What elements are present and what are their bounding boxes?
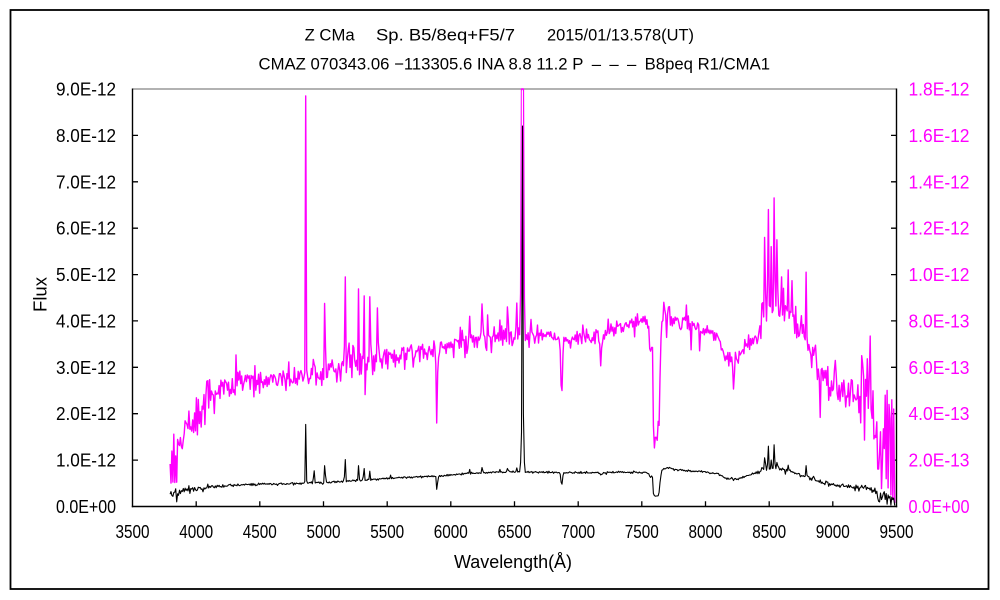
svg-text:5500: 5500 <box>370 522 404 542</box>
svg-text:2.0E-13: 2.0E-13 <box>909 451 970 471</box>
svg-text:0.0E+00: 0.0E+00 <box>909 497 970 517</box>
svg-text:1.0E-12: 1.0E-12 <box>909 265 970 285</box>
svg-text:Flux: Flux <box>31 277 51 312</box>
svg-text:Sp. B5/8eq+F5/7: Sp. B5/8eq+F5/7 <box>376 26 515 44</box>
svg-text:7000: 7000 <box>561 522 595 542</box>
svg-text:4.0E-13: 4.0E-13 <box>909 404 970 424</box>
svg-text:1.6E-12: 1.6E-12 <box>909 126 970 146</box>
svg-text:9500: 9500 <box>880 522 914 542</box>
svg-text:Z CMa: Z CMa <box>305 26 356 44</box>
svg-text:6000: 6000 <box>434 522 468 542</box>
svg-text:4000: 4000 <box>179 522 213 542</box>
svg-text:6.0E-12: 6.0E-12 <box>56 219 116 239</box>
svg-text:1.2E-12: 1.2E-12 <box>909 219 970 239</box>
svg-text:4500: 4500 <box>243 522 277 542</box>
svg-text:1.4E-12: 1.4E-12 <box>909 172 970 192</box>
svg-text:2015/01/13.578(UT): 2015/01/13.578(UT) <box>547 26 694 44</box>
svg-text:0.0E+00: 0.0E+00 <box>56 497 116 517</box>
svg-text:8.0E-13: 8.0E-13 <box>909 311 970 331</box>
svg-text:7500: 7500 <box>625 522 659 542</box>
svg-text:1.8E-12: 1.8E-12 <box>909 80 970 100</box>
svg-text:8000: 8000 <box>689 522 723 542</box>
svg-text:6.0E-13: 6.0E-13 <box>909 358 970 378</box>
svg-text:9000: 9000 <box>816 522 850 542</box>
svg-text:5000: 5000 <box>307 522 341 542</box>
svg-text:8.0E-12: 8.0E-12 <box>56 126 116 146</box>
svg-text:Wavelength(Å): Wavelength(Å) <box>454 552 572 572</box>
svg-text:CMAZ 070343.06 −113305.6 INA 8: CMAZ 070343.06 −113305.6 INA 8.8 11.2 P … <box>259 56 771 74</box>
svg-text:6500: 6500 <box>498 522 532 542</box>
svg-text:3500: 3500 <box>116 522 150 542</box>
svg-text:9.0E-12: 9.0E-12 <box>56 80 116 100</box>
svg-text:8500: 8500 <box>752 522 786 542</box>
svg-text:3.0E-12: 3.0E-12 <box>56 358 116 378</box>
svg-text:7.0E-12: 7.0E-12 <box>56 172 116 192</box>
svg-text:1.0E-12: 1.0E-12 <box>56 451 116 471</box>
svg-text:4.0E-12: 4.0E-12 <box>56 311 116 331</box>
svg-text:5.0E-12: 5.0E-12 <box>56 265 116 285</box>
svg-text:2.0E-12: 2.0E-12 <box>56 404 116 424</box>
